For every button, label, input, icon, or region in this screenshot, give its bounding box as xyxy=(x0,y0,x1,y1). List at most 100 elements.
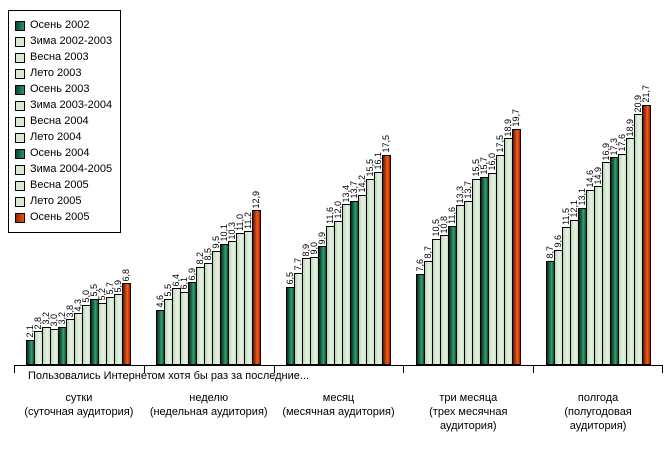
bar-value-label: 17,5 xyxy=(494,135,505,153)
category-label: сутки xyxy=(65,392,93,404)
legend-marker-icon xyxy=(15,180,25,191)
category-sublabel: (недельная аудитория) xyxy=(149,406,268,418)
bar-value-label: 21,7 xyxy=(640,85,651,103)
legend-item: Лето 2005 xyxy=(15,195,112,208)
category-labels: сутки (суточная аудитория) неделю (недельна… xyxy=(14,391,663,433)
legend-label: Лето 2005 xyxy=(30,195,82,207)
legend-item: Осень 2005 xyxy=(15,211,112,224)
category-column-3: месяц (месячная аудитория) xyxy=(274,391,404,433)
category-label: месяц xyxy=(322,392,355,404)
bar xyxy=(252,210,262,365)
bar-group-5: 8,7 9,6 11,5 12,1 13,1 14,6 14,9 16,9 17,3 17,6 18… xyxy=(533,0,663,365)
legend-item: Осень 2002 xyxy=(15,19,112,32)
legend-marker-icon xyxy=(15,132,25,143)
axis-tick xyxy=(143,365,145,373)
bar-group-4: 7,6 8,7 10,5 10,8 11,6 13,3 13,7 15,5 15,7 16,0 17… xyxy=(403,0,533,365)
legend-marker-icon xyxy=(15,100,25,111)
legend-label: Зима 2002-2003 xyxy=(30,35,113,47)
bar-value-label: 12,9 xyxy=(251,190,262,209)
bar-value-label: 14,2 xyxy=(356,175,367,193)
bar-value-label: 17,6 xyxy=(616,134,627,152)
category-sublabel: (месячная аудитория) xyxy=(282,406,395,418)
bar-value-label: 9,9 xyxy=(316,231,327,245)
legend-marker-icon xyxy=(15,196,25,207)
legend-item: Весна 2003 xyxy=(15,51,112,64)
bar-wrap: 17,5 xyxy=(380,135,391,365)
bar-value-label: 6,5 xyxy=(284,272,295,285)
legend-item: Лето 2004 xyxy=(15,131,112,144)
bar-value-label: 7,7 xyxy=(292,258,303,271)
category-column-2: неделю (недельная аудитория) xyxy=(144,391,274,433)
legend-marker-icon xyxy=(15,52,25,63)
legend-label: Лето 2003 xyxy=(30,67,82,79)
category-column-4: три месяца (трех месячная аудитория) xyxy=(403,391,533,433)
legend-label: Весна 2003 xyxy=(30,51,89,63)
legend-marker-icon xyxy=(15,36,25,47)
bar-value-label: 11,6 xyxy=(446,206,457,224)
legend: Осень 2002 Зима 2002-2003 Весна 2003 Лето 2… xyxy=(8,10,122,233)
category-sublabel: (суточная аудитория) xyxy=(24,406,134,418)
legend-item: Зима 2004-2005 xyxy=(15,163,112,176)
bar-value-label: 8,7 xyxy=(422,246,433,259)
bar-value-label: 8,5 xyxy=(203,248,214,261)
legend-label: Зима 2004-2005 xyxy=(30,163,113,175)
bar-value-label: 6,8 xyxy=(121,268,132,282)
legend-item: Осень 2004 xyxy=(15,147,112,160)
category-column-1: сутки (суточная аудитория) xyxy=(14,391,144,433)
bar-wrap: 6,8 xyxy=(121,268,132,365)
bar-value-label: 13,7 xyxy=(462,181,473,199)
bar-wrap: 21,7 xyxy=(640,85,651,365)
bar-value-label: 9,6 xyxy=(552,235,563,248)
bar-value-label: 17,5 xyxy=(380,135,391,153)
category-label: полгода xyxy=(577,392,619,404)
bar-value-label: 18,9 xyxy=(624,118,635,137)
bar-value-label: 16,0 xyxy=(486,153,497,171)
legend-item: Зима 2003-2004 xyxy=(15,99,112,112)
bar xyxy=(641,104,651,365)
bar xyxy=(122,283,132,365)
bar xyxy=(511,128,521,365)
legend-label: Осень 2005 xyxy=(30,211,90,223)
bar-value-label: 12,0 xyxy=(332,201,343,219)
bar-value-label: 16,1 xyxy=(372,152,383,170)
axis-tick xyxy=(403,365,405,373)
bar-value-label: 13,1 xyxy=(576,188,587,206)
category-sublabel: (полугодовая аудитория) xyxy=(564,406,632,432)
bar-value-label: 11,2 xyxy=(243,211,254,229)
legend-label: Лето 2004 xyxy=(30,131,82,143)
legend-item: Весна 2005 xyxy=(15,179,112,192)
legend-marker-icon xyxy=(15,212,25,223)
legend-label: Весна 2005 xyxy=(30,179,89,191)
bar-group-1: 2,1 2,8 3,2 3,0 3,2 3,8 4,3 5,0 5,5 5,2 5,7 5,9 6,8 xyxy=(14,0,144,365)
axis-tick xyxy=(273,365,275,373)
legend-item: Осень 2003 xyxy=(15,83,112,96)
legend-label: Зима 2003-2004 xyxy=(30,99,113,111)
legend-label: Осень 2004 xyxy=(30,147,90,159)
legend-marker-icon xyxy=(15,148,25,159)
bar-value-label: 14,9 xyxy=(592,166,603,185)
legend-item: Зима 2002-2003 xyxy=(15,35,112,48)
bar-value-label: 19,7 xyxy=(510,109,521,127)
axis-note: Пользовались Интернетом хотя бы раз за п… xyxy=(28,370,310,382)
bar-value-label: 6,9 xyxy=(187,267,198,281)
category-sublabel: (трех месячная аудитория) xyxy=(429,406,508,432)
bar-group-3: 6,5 7,7 8,9 9,0 9,9 11,6 12,0 13,4 13,7 14,2 15,5 1… xyxy=(274,0,404,365)
axis-tick xyxy=(662,365,663,373)
bar xyxy=(381,155,391,365)
bar-group-2: 4,6 5,5 6,4 6,1 6,9 8,2 8,5 9,5 10,1 10,3 11,0 11,2… xyxy=(144,0,274,365)
legend-label: Осень 2002 xyxy=(30,19,90,31)
bar-wrap: 19,7 xyxy=(510,109,521,365)
bar-value-label: 8,7 xyxy=(544,246,555,259)
legend-label: Весна 2004 xyxy=(30,115,89,127)
legend-marker-icon xyxy=(15,164,25,175)
axis-tick xyxy=(533,365,535,373)
plot-area: 2,1 2,8 3,2 3,0 3,2 3,8 4,3 5,0 5,5 5,2 5,7 5,9 6,8 4… xyxy=(14,0,663,373)
category-label: три месяца xyxy=(439,392,498,404)
legend-item: Лето 2003 xyxy=(15,67,112,80)
legend-label: Осень 2003 xyxy=(30,83,90,95)
legend-marker-icon xyxy=(15,84,25,95)
bar-value-label: 4,6 xyxy=(155,295,166,308)
legend-marker-icon xyxy=(15,116,25,127)
legend-marker-icon xyxy=(15,68,25,79)
legend-marker-icon xyxy=(15,20,25,31)
